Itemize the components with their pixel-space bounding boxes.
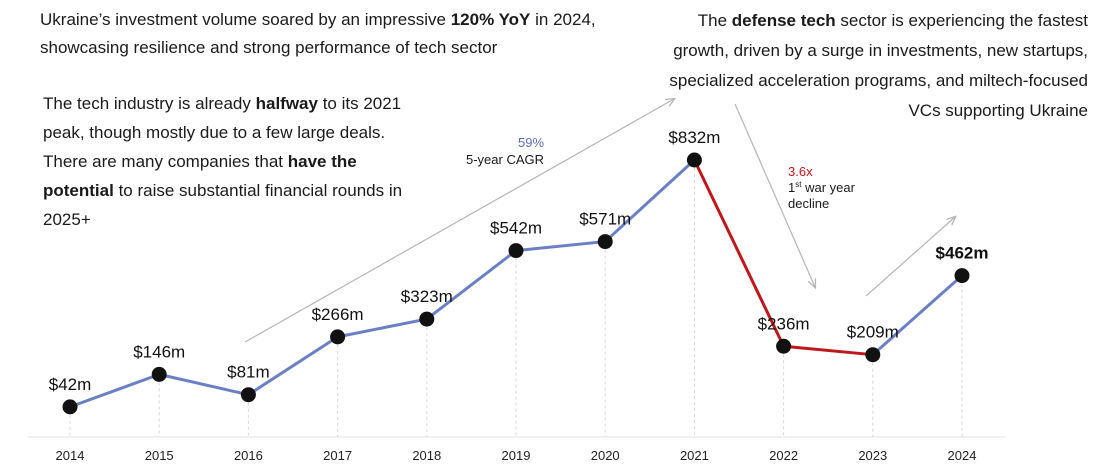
data-point-2014 <box>62 399 78 415</box>
data-label-2014: $42m <box>49 375 92 394</box>
data-label-2017: $266m <box>312 305 364 324</box>
line-segment-2019-2020 <box>514 240 607 253</box>
data-label-2023: $209m <box>847 323 899 342</box>
decline-label: 1st war year <box>788 180 856 195</box>
data-point-2019 <box>508 243 524 259</box>
potential-highlight: have the potential <box>43 152 357 200</box>
line-segment-2018-2019 <box>425 249 518 321</box>
data-point-2020 <box>597 234 613 250</box>
data-point-2015 <box>151 366 167 382</box>
halfway-highlight: halfway <box>255 94 318 113</box>
data-point-2022 <box>776 338 792 354</box>
cagr-label: 5-year CAGR <box>466 152 544 167</box>
data-point-2018 <box>419 311 435 327</box>
data-point-2016 <box>240 387 256 403</box>
data-point-2021 <box>686 152 702 168</box>
data-label-2024: $462m <box>936 244 989 263</box>
line-segment-2016-2017 <box>246 335 340 397</box>
line-segment-2021-2022 <box>692 158 786 348</box>
decline-label-2: decline <box>788 196 829 211</box>
x-tick-2024: 2024 <box>948 448 977 463</box>
line-segment-2014-2015 <box>68 372 161 409</box>
data-label-2021: $832m <box>668 128 720 147</box>
line-segment-2017-2018 <box>336 317 429 339</box>
x-tick-2014: 2014 <box>56 448 85 463</box>
data-point-2023 <box>865 347 881 363</box>
line-segment-2022-2023 <box>782 344 875 357</box>
data-label-2015: $146m <box>133 342 185 361</box>
x-tick-2022: 2022 <box>769 448 798 463</box>
halfway-note: The tech industry is already halfway to … <box>43 94 403 229</box>
x-tick-2018: 2018 <box>412 448 441 463</box>
headline-yoy-growth: Ukraine’s investment volume soared by an… <box>40 10 596 57</box>
data-point-2024 <box>954 268 970 284</box>
defense-tech-highlight: defense tech <box>731 11 836 30</box>
x-tick-2019: 2019 <box>502 448 531 463</box>
line-segment-2020-2021 <box>603 158 696 244</box>
decline-arrow <box>734 103 815 287</box>
line-segment-2023-2024 <box>871 274 964 357</box>
yoy-highlight: 120% YoY <box>450 10 531 29</box>
data-label-2019: $542m <box>490 219 542 238</box>
data-label-2022: $236m <box>758 314 810 333</box>
x-tick-2015: 2015 <box>145 448 174 463</box>
defense-tech-note: The defense tech sector is experiencing … <box>669 11 1088 120</box>
x-tick-2016: 2016 <box>234 448 263 463</box>
data-label-2018: $323m <box>401 287 453 306</box>
x-tick-2020: 2020 <box>591 448 620 463</box>
data-label-2016: $81m <box>227 363 270 382</box>
x-tick-2021: 2021 <box>680 448 709 463</box>
recovery-arrow <box>865 217 955 297</box>
decline-value: 3.6x <box>788 164 813 179</box>
x-tick-2023: 2023 <box>858 448 887 463</box>
data-label-2020: $571m <box>579 210 631 229</box>
cagr-arrow <box>244 99 674 343</box>
data-point-2017 <box>330 329 346 345</box>
cagr-value: 59% <box>518 135 544 150</box>
x-tick-2017: 2017 <box>323 448 352 463</box>
line-segment-2015-2016 <box>157 372 250 397</box>
